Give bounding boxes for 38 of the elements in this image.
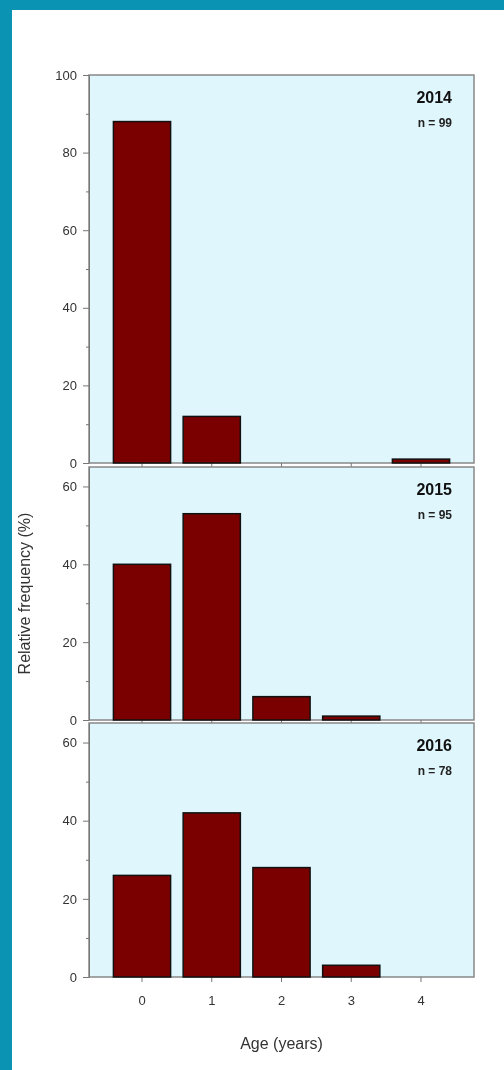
y-tick-label: 60 [62,479,77,495]
bar [252,866,311,978]
bar [182,512,242,721]
text: n = 78 [417,764,453,778]
y-tick-label: 60 [62,222,77,238]
x-tick-label: 4 [417,993,425,1009]
x-tick-label: 0 [138,993,146,1009]
y-tick-label: 100 [55,67,77,83]
text: n = 99 [417,116,453,130]
y-axis-title: Relative frequency (%) [16,512,33,675]
x-tick-label: 1 [208,993,216,1009]
y-tick-label: 20 [62,891,77,907]
bar [321,715,381,721]
y-tick-label: 0 [69,455,77,471]
text: 2015 [416,481,453,498]
x-tick-label: 2 [277,993,286,1009]
bar [112,563,172,721]
text: n = 95 [417,508,453,522]
text: 2014 [416,89,453,106]
y-tick-label: 0 [69,712,77,728]
y-tick-label: 20 [62,378,77,394]
y-tick-label: 40 [62,813,77,829]
y-tick-label: 0 [69,969,77,985]
bar [321,964,381,978]
bar [112,120,172,464]
bar [182,812,242,978]
y-tick-label: 40 [62,556,77,572]
bar [391,458,451,464]
y-tick-label: 60 [62,735,77,751]
bar [252,695,311,721]
y-tick-label: 40 [62,300,77,316]
bar [182,415,242,464]
x-axis-title: Age (years) [240,1035,323,1052]
y-tick-label: 80 [62,145,77,161]
text: 2016 [416,737,453,754]
bar [112,874,172,978]
y-tick-label: 20 [62,634,77,650]
x-tick-label: 3 [347,993,355,1009]
